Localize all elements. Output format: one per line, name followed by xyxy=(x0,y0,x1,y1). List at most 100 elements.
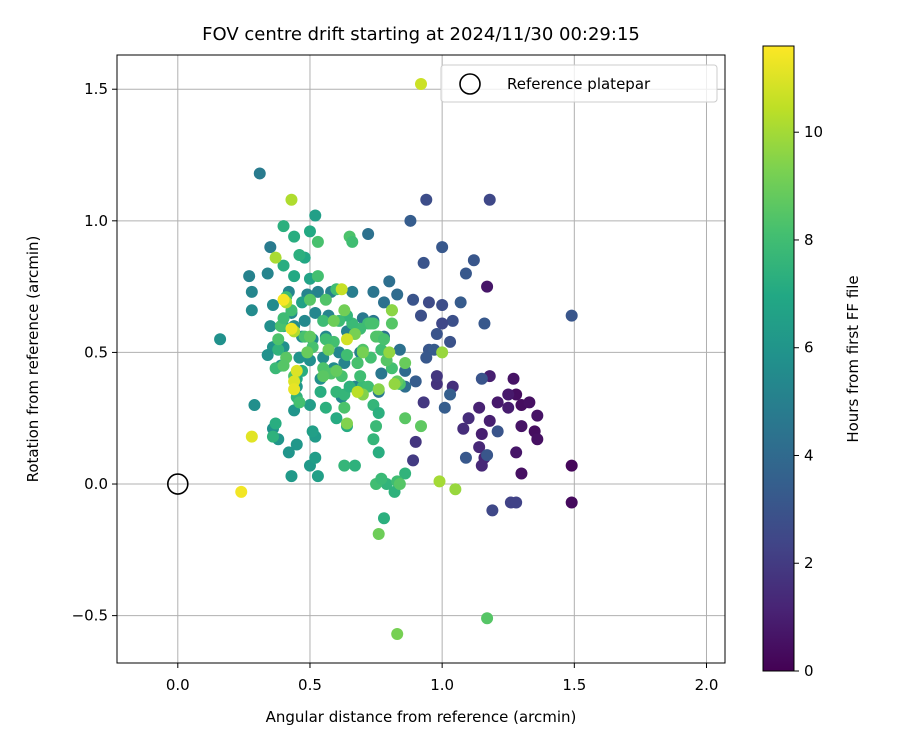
x-tick-label: 1.5 xyxy=(562,676,586,694)
data-point xyxy=(446,314,459,327)
data-point xyxy=(269,251,282,264)
data-point xyxy=(348,459,361,472)
data-point xyxy=(306,425,319,438)
data-point xyxy=(407,454,420,467)
data-point xyxy=(338,459,351,472)
data-point xyxy=(475,428,488,441)
data-point xyxy=(285,322,298,335)
data-point xyxy=(399,412,412,425)
y-tick-label: 0.5 xyxy=(84,343,108,361)
data-point xyxy=(565,309,578,322)
data-point xyxy=(459,267,472,280)
data-point xyxy=(330,364,343,377)
data-point xyxy=(277,220,290,233)
data-point xyxy=(438,401,451,414)
x-tick-label: 0.0 xyxy=(166,676,190,694)
colorbar-gradient xyxy=(762,45,795,672)
y-tick-label: 1.0 xyxy=(84,212,108,230)
data-point xyxy=(565,459,578,472)
data-point xyxy=(354,370,367,383)
data-point xyxy=(473,401,486,414)
data-point xyxy=(277,293,290,306)
data-point xyxy=(245,304,258,317)
data-point xyxy=(391,288,404,301)
data-point xyxy=(399,356,412,369)
data-point xyxy=(293,396,306,409)
data-point xyxy=(375,367,388,380)
data-point xyxy=(407,293,420,306)
data-point xyxy=(214,333,227,346)
data-point xyxy=(356,346,369,359)
data-point xyxy=(319,401,332,414)
y-tick-label: 1.5 xyxy=(84,80,108,98)
data-point xyxy=(340,417,353,430)
data-point xyxy=(338,304,351,317)
data-point xyxy=(409,435,422,448)
data-point xyxy=(248,399,261,412)
data-point xyxy=(502,401,515,414)
data-point xyxy=(288,270,301,283)
data-point xyxy=(272,343,285,356)
data-point xyxy=(430,327,443,340)
data-point xyxy=(335,283,348,296)
data-point xyxy=(531,409,544,422)
data-point xyxy=(317,370,330,383)
data-point xyxy=(293,249,306,262)
data-point xyxy=(430,370,443,383)
data-point xyxy=(399,467,412,480)
legend-label: Reference platepar xyxy=(507,75,651,93)
data-point xyxy=(510,446,523,459)
y-tick-label: 0.0 xyxy=(84,475,108,493)
data-point xyxy=(473,441,486,454)
data-point xyxy=(420,351,433,364)
data-point xyxy=(351,356,364,369)
data-point xyxy=(322,343,335,356)
data-point xyxy=(502,388,515,401)
data-point xyxy=(467,254,480,267)
data-point xyxy=(346,235,359,248)
data-point xyxy=(264,320,277,333)
data-point xyxy=(309,306,322,319)
data-point xyxy=(483,414,496,427)
data-point xyxy=(311,270,324,283)
data-point xyxy=(383,346,396,359)
data-point xyxy=(288,230,301,243)
data-point xyxy=(288,383,301,396)
y-axis-label: Rotation from reference (arcmin) xyxy=(24,236,42,483)
data-point xyxy=(327,314,340,327)
data-point xyxy=(436,346,449,359)
x-tick-label: 0.5 xyxy=(298,676,322,694)
data-point xyxy=(444,335,457,348)
data-point xyxy=(385,317,398,330)
data-point xyxy=(388,378,401,391)
data-point xyxy=(372,446,385,459)
data-point xyxy=(449,483,462,496)
data-point xyxy=(367,433,380,446)
data-point xyxy=(290,438,303,451)
data-point xyxy=(377,333,390,346)
data-point xyxy=(303,330,316,343)
x-axis-ticks: 0.0 0.5 1.0 1.5 2.0 xyxy=(166,663,718,694)
data-point xyxy=(481,280,494,293)
y-axis-ticks: −0.5 0.0 0.5 1.0 1.5 xyxy=(72,80,117,625)
data-point xyxy=(319,333,332,346)
colorbar-tick-label: 8 xyxy=(804,231,814,249)
data-point xyxy=(282,446,295,459)
data-point xyxy=(351,385,364,398)
data-point xyxy=(444,388,457,401)
data-point xyxy=(266,430,279,443)
data-point xyxy=(417,396,430,409)
legend-box xyxy=(440,64,718,103)
data-point xyxy=(454,296,467,309)
data-point xyxy=(372,528,385,541)
chart-title: FOV centre drift starting at 2024/11/30 … xyxy=(202,24,640,45)
data-point xyxy=(261,267,274,280)
data-point xyxy=(245,285,258,298)
data-points xyxy=(214,77,578,641)
data-point xyxy=(290,364,303,377)
data-point xyxy=(303,399,316,412)
data-point xyxy=(261,349,274,362)
data-point xyxy=(515,420,528,433)
data-point xyxy=(457,422,470,435)
